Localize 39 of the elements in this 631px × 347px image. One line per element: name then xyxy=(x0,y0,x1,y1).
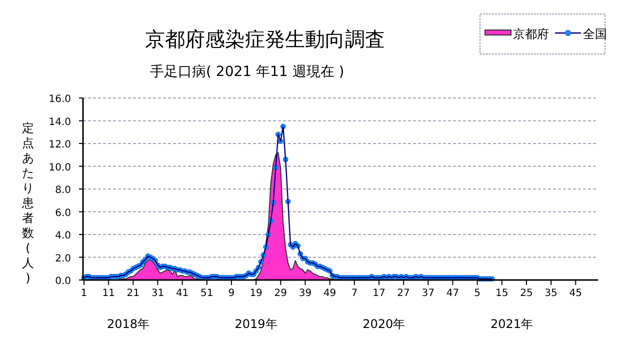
x-tick-label: 37 xyxy=(422,288,435,299)
x-tick-label: 49 xyxy=(323,288,336,299)
y-tick-label: 0.0 xyxy=(55,276,71,287)
x-tick-label: 45 xyxy=(569,288,582,299)
subtitle: 手足口病( 2021 年11 週現在 ) xyxy=(150,64,344,80)
x-tick-label: 47 xyxy=(446,288,460,299)
x-tick-label: 5 xyxy=(474,288,480,299)
y-tick-label: 12.0 xyxy=(48,140,71,150)
text: 2019年 xyxy=(234,317,278,331)
text: 2018年 xyxy=(106,317,150,331)
y-tick-label: 2.0 xyxy=(55,253,71,264)
x-tick-label: 11 xyxy=(102,288,115,299)
x-tick-label: 19 xyxy=(250,288,262,299)
x-tick-label: 29 xyxy=(274,288,288,299)
y-tick-label: 8.0 xyxy=(55,185,71,196)
x-tick-label: 51 xyxy=(200,288,214,299)
legend-label: 全国 xyxy=(583,27,607,41)
title: 京都府感染症発生動向調査 xyxy=(145,27,385,51)
x-tick-label: 35 xyxy=(544,288,558,299)
y-tick-label: 6.0 xyxy=(55,208,71,219)
x-tick-label: 27 xyxy=(397,288,410,299)
x-tick-label: 25 xyxy=(520,288,533,299)
ylabel: 定点あたり患者数(人) xyxy=(22,121,34,285)
x-tick-label: 7 xyxy=(351,288,358,299)
text: 2020年 xyxy=(362,317,406,331)
y-tick-label: 14.0 xyxy=(48,116,71,128)
y-tick-label: 4.0 xyxy=(55,230,71,242)
y-tick-label: 16.0 xyxy=(48,94,71,105)
x-tick-label: 1 xyxy=(80,288,88,299)
text: 2021年 xyxy=(490,317,533,331)
x-tick-label: 31 xyxy=(151,288,164,299)
x-tick-label: 21 xyxy=(126,288,140,299)
y-tick-label: 10.0 xyxy=(48,162,71,174)
legend-label: 京都府 xyxy=(513,27,549,41)
x-tick-label: 17 xyxy=(372,288,386,299)
x-tick-label: 15 xyxy=(496,288,508,299)
x-tick-label: 9 xyxy=(228,288,235,299)
x-tick-label: 39 xyxy=(298,288,312,299)
x-tick-label: 41 xyxy=(176,288,189,299)
